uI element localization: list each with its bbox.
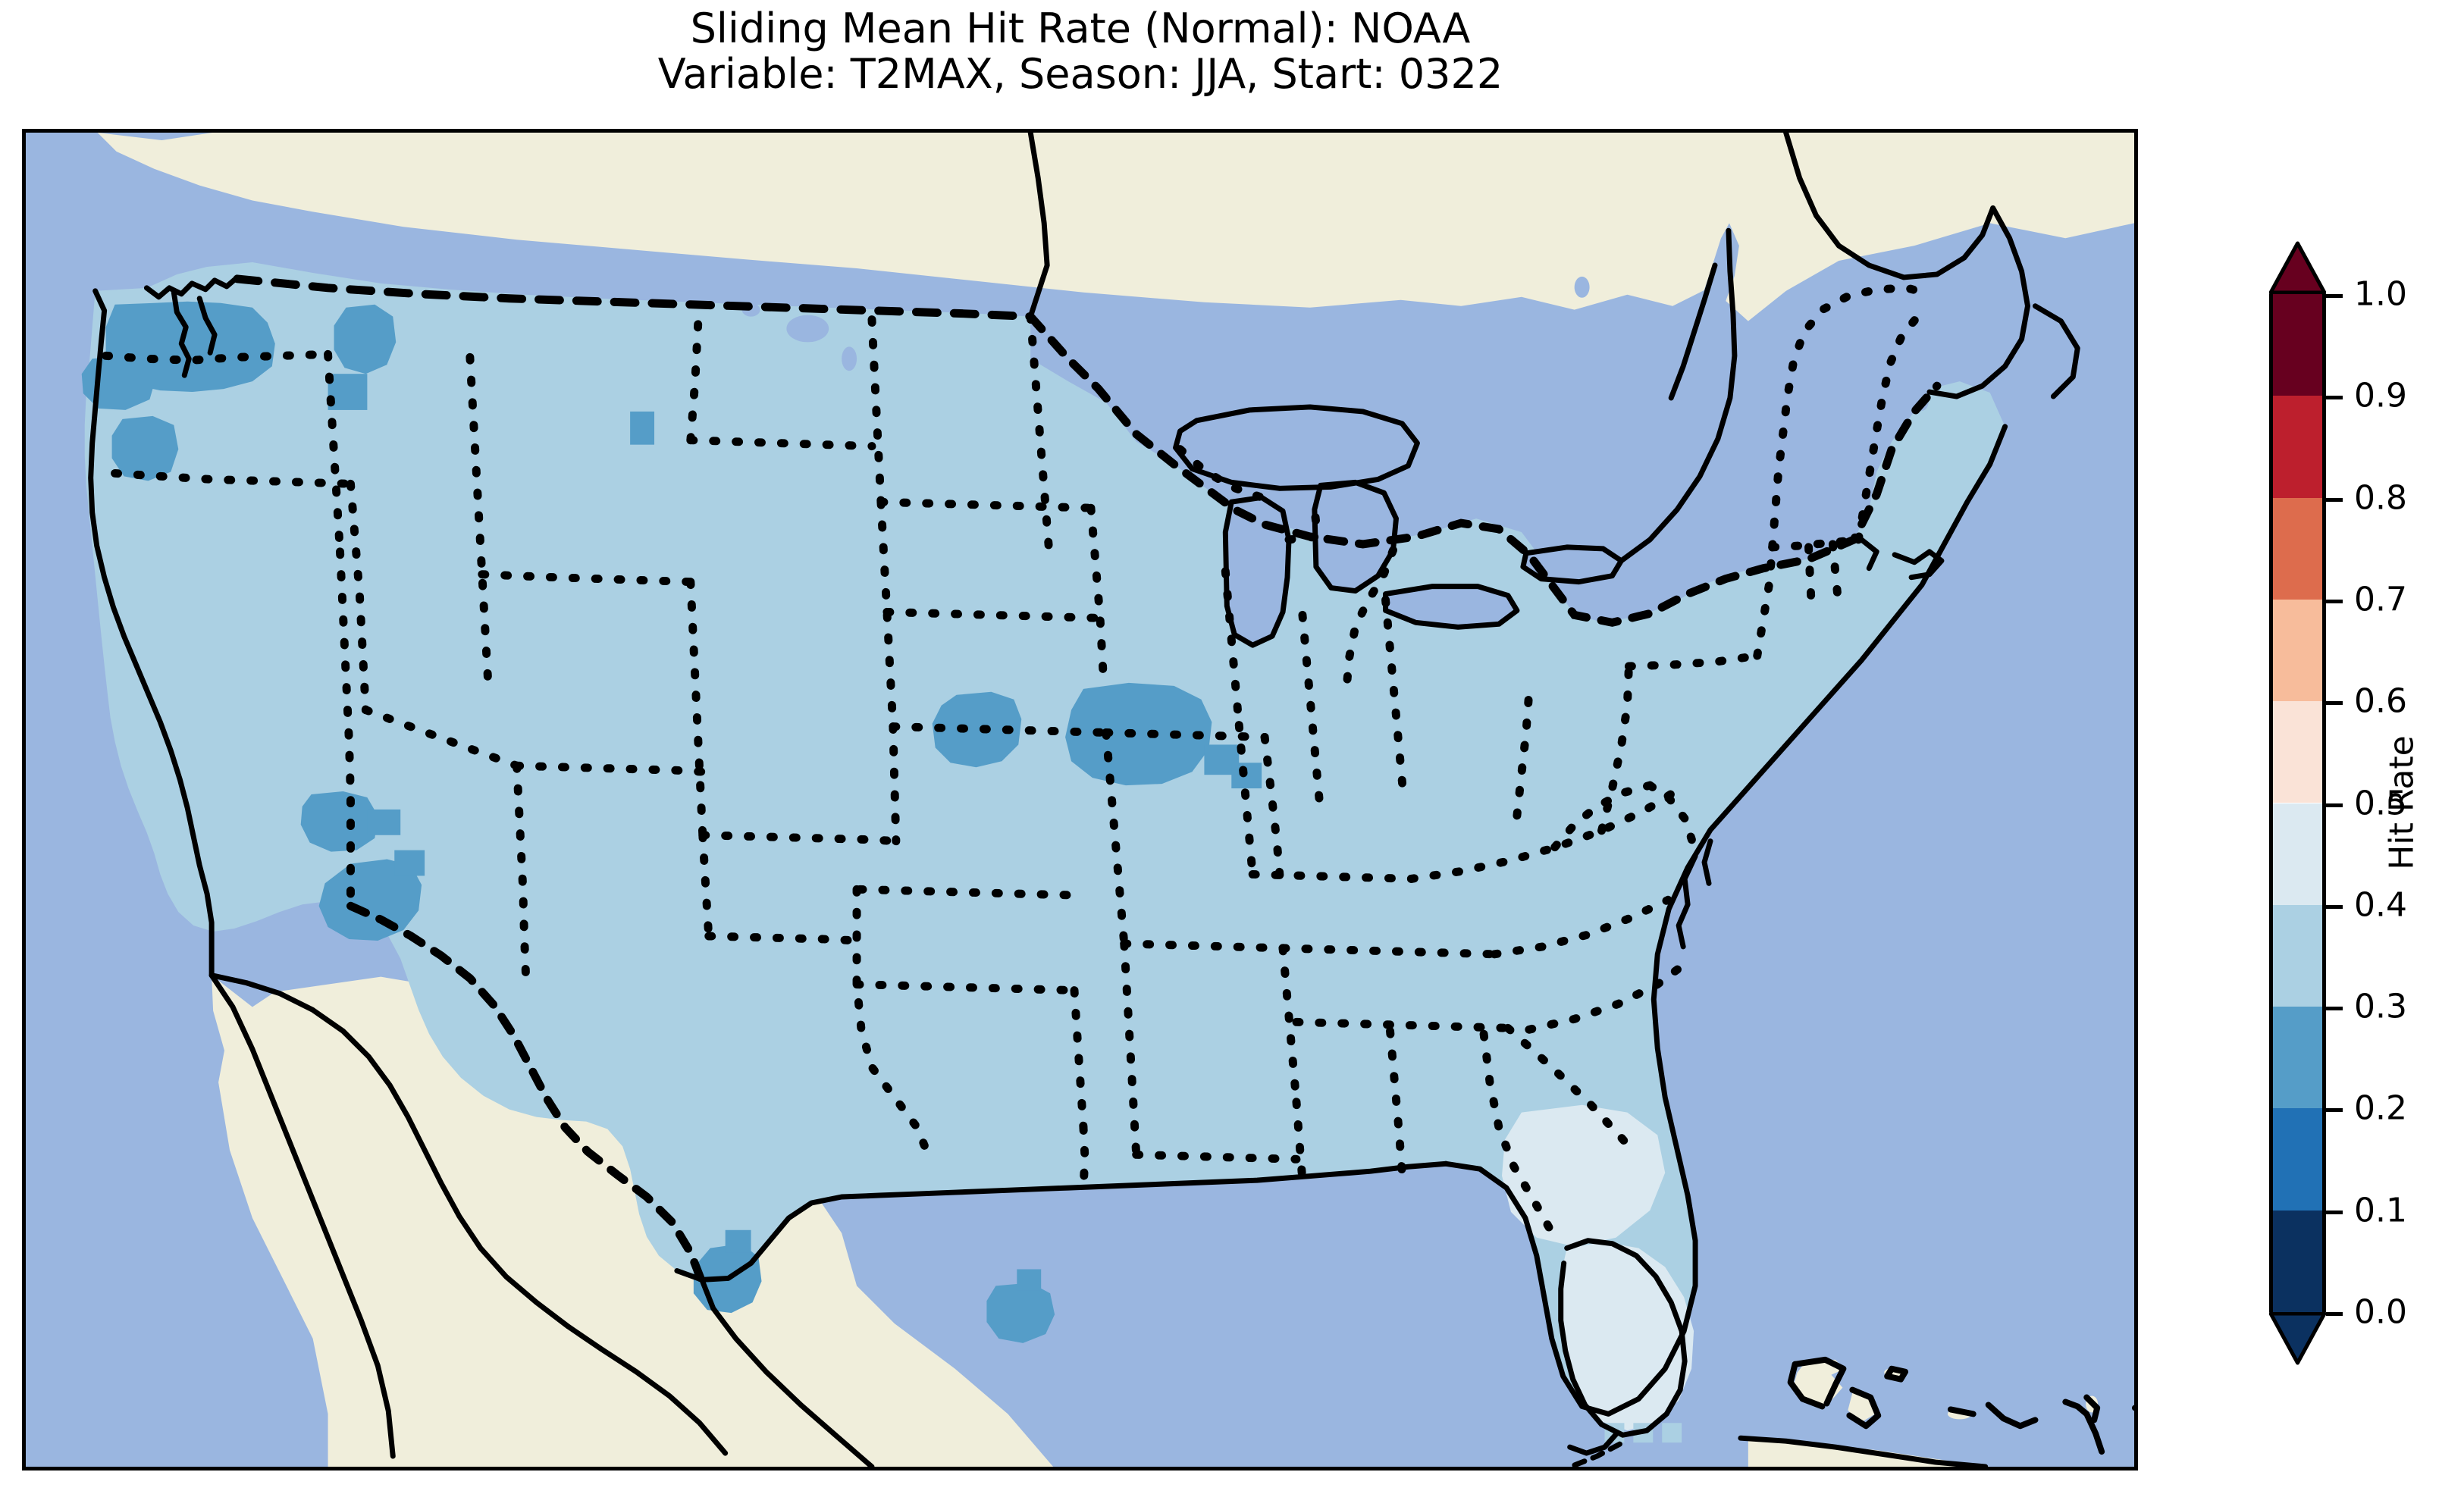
colorbar-axis-label: Hit Rate xyxy=(2382,735,2422,870)
colorbar-label-0.0: 0.0 xyxy=(2354,1292,2407,1332)
colorbar-extend-bottom-arrow xyxy=(2269,1312,2326,1365)
colorbar-tick-0.9 xyxy=(2326,396,2343,400)
colorbar-segment-0.3-0.4 xyxy=(2269,904,2326,1007)
colorbar-tick-0.4 xyxy=(2326,904,2343,909)
land-canada xyxy=(97,133,2134,321)
colorbar-label-0.2: 0.2 xyxy=(2354,1088,2407,1128)
colorbar-label-0.6: 0.6 xyxy=(2354,681,2407,721)
colorbar-tick-0.2 xyxy=(2326,1108,2343,1113)
colorbar-tick-0.7 xyxy=(2326,599,2343,603)
colorbar-tick-0.8 xyxy=(2326,497,2343,502)
colorbar-label-0.9: 0.9 xyxy=(2354,376,2407,415)
colorbar-frame xyxy=(2269,294,2326,1312)
land-baja xyxy=(212,975,387,1467)
colorbar-label-0.8: 0.8 xyxy=(2354,478,2407,518)
colorbar-segment-0.1-0.2 xyxy=(2269,1108,2326,1211)
colorbar-tick-1.0 xyxy=(2326,294,2343,298)
colorbar-segment-0.2-0.3 xyxy=(2269,1007,2326,1109)
colorbar-tick-0.6 xyxy=(2326,701,2343,706)
great-lakes xyxy=(741,223,1929,644)
colorbar-label-0.3: 0.3 xyxy=(2354,987,2407,1026)
colorbar-label-0.5: 0.5 xyxy=(2354,784,2407,822)
colorbar-label-0.1: 0.1 xyxy=(2354,1191,2407,1230)
colorbar-label-1.0: 1.0 xyxy=(2354,274,2407,314)
data-cell-florida xyxy=(1559,1242,1694,1431)
colorbar[interactable]: 1.0 0.9 0.8 0.7 0.6 0.5 0.4 0.3 0.2 0.1 … xyxy=(2269,241,2407,1365)
map-axes[interactable] xyxy=(22,129,2138,1471)
map-graphic xyxy=(26,133,2134,1467)
coastlines xyxy=(88,133,2134,1467)
colorbar-segment-0.5-0.6 xyxy=(2269,701,2326,803)
state-borders xyxy=(102,274,1942,1284)
colorbar-tick-0.5 xyxy=(2326,803,2343,807)
colorbar-tick-0.1 xyxy=(2326,1210,2343,1214)
colorbar-tick-0.3 xyxy=(2326,1007,2343,1011)
colorbar-segment-0.7-0.8 xyxy=(2269,497,2326,600)
colorbar-segment-0.4-0.5 xyxy=(2269,803,2326,905)
colorbar-label-0.4: 0.4 xyxy=(2354,885,2407,925)
colorbar-segment-0.8-0.9 xyxy=(2269,396,2326,498)
colorbar-segment-0.9-1.0 xyxy=(2269,294,2326,396)
land-mexico xyxy=(218,976,1054,1467)
colorbar-segment-0.6-0.7 xyxy=(2269,599,2326,702)
colorbar-label-0.7: 0.7 xyxy=(2354,580,2407,619)
colorbar-extend-top-arrow xyxy=(2269,241,2326,294)
colorbar-tick-0.0 xyxy=(2326,1312,2343,1316)
figure-title: Sliding Mean Hit Rate (Normal): NOAA Var… xyxy=(657,5,1503,99)
colorbar-segment-0.0-0.1 xyxy=(2269,1210,2326,1312)
